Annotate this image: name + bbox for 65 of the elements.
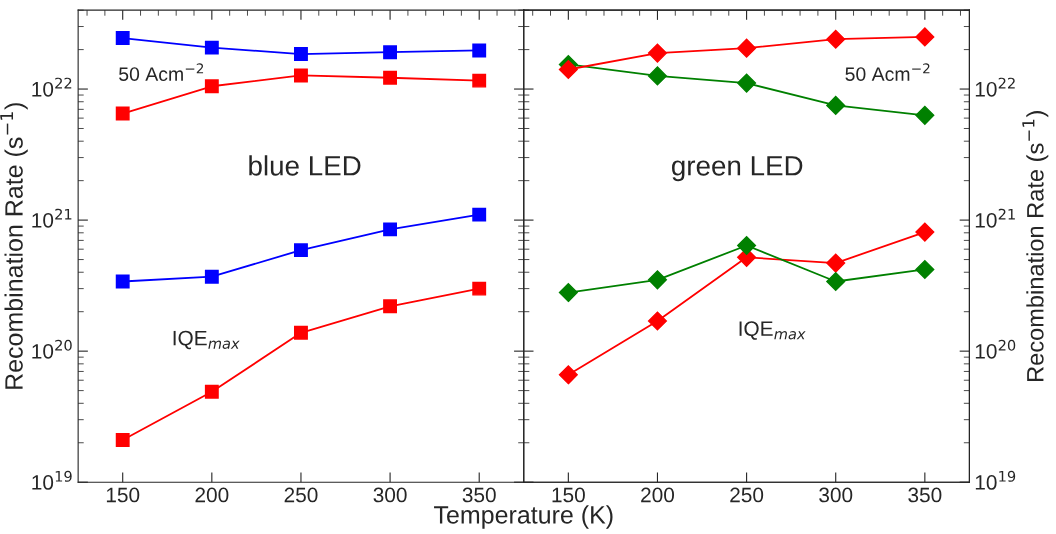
- y2-tick-label: 10$^{22}$: [975, 77, 1015, 97]
- point: [647, 270, 667, 290]
- x-tick-label: 250: [730, 487, 764, 503]
- y2-tick-label: 10$^{19}$: [975, 470, 1016, 490]
- point: [647, 43, 667, 63]
- point: [647, 66, 667, 86]
- annotation: IQE$_{max}$: [173, 330, 240, 350]
- point: [115, 31, 130, 45]
- point: [472, 281, 487, 296]
- annotation: IQE$_{max}$: [739, 321, 806, 340]
- point: [294, 243, 308, 258]
- point: [915, 222, 935, 242]
- point: [737, 73, 757, 93]
- point: [294, 68, 308, 83]
- point: [115, 106, 130, 121]
- point: [826, 29, 846, 49]
- point: [558, 283, 578, 303]
- x-tick-label: 300: [819, 487, 853, 503]
- x-tick-label: 350: [462, 487, 496, 503]
- y-tick-label: 10$^{19}$: [32, 470, 72, 490]
- point: [558, 59, 578, 80]
- y2-tick-label: 10$^{21}$: [975, 208, 1015, 228]
- y-axis-title: Recombination Rate (s$^{−1}$): [0, 103, 28, 389]
- point: [472, 207, 487, 222]
- point: [737, 38, 757, 58]
- point: [472, 43, 487, 58]
- annotation: 50 Acm$^{−2}$: [845, 63, 930, 81]
- x-tick-label: 200: [195, 487, 229, 503]
- point: [826, 95, 846, 115]
- y2-axis-title: Recombination Rate (s$^{−1}$): [1022, 111, 1049, 381]
- y2-tick-label: 10$^{20}$: [975, 339, 1016, 359]
- point: [826, 271, 846, 292]
- x-axis-title: Temperature (K): [434, 505, 613, 529]
- point: [915, 105, 935, 125]
- point: [204, 384, 219, 399]
- point: [294, 47, 308, 61]
- annotation: 50 Acm$^{−2}$: [119, 63, 204, 81]
- point: [826, 253, 846, 273]
- point: [558, 365, 578, 385]
- point: [115, 433, 130, 447]
- point: [383, 70, 398, 85]
- x-tick-label: 250: [284, 487, 318, 503]
- annotation: green LED: [672, 156, 803, 182]
- point: [204, 269, 219, 284]
- x-tick-label: 150: [106, 487, 140, 503]
- point: [472, 73, 487, 88]
- y-tick-label: 10$^{21}$: [32, 208, 72, 228]
- point: [383, 299, 398, 314]
- point: [115, 274, 130, 289]
- point: [204, 40, 219, 55]
- point: [647, 311, 667, 331]
- x-tick-label: 200: [641, 487, 675, 503]
- y-tick-label: 10$^{22}$: [32, 77, 72, 97]
- x-tick-label: 150: [552, 487, 585, 503]
- point: [204, 79, 219, 94]
- x-tick-label: 350: [908, 487, 942, 503]
- point: [737, 235, 757, 256]
- point: [294, 325, 308, 340]
- point: [383, 222, 398, 237]
- point: [915, 27, 935, 47]
- y-tick-label: 10$^{20}$: [32, 339, 72, 359]
- x-tick-label: 300: [373, 487, 407, 503]
- point: [915, 259, 935, 280]
- point: [383, 45, 398, 60]
- annotation: blue LED: [249, 155, 361, 176]
